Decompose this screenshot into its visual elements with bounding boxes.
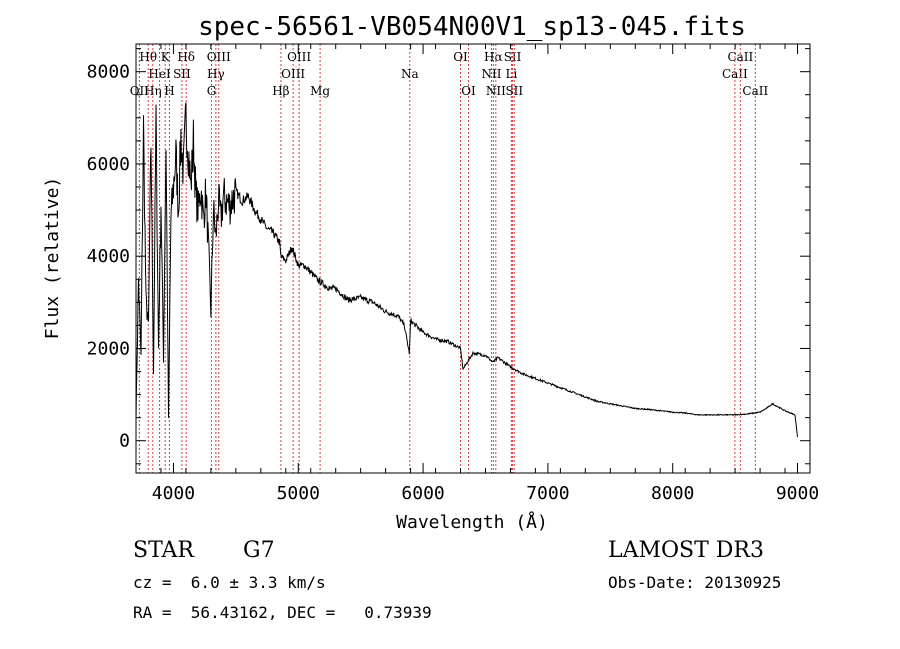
- line-marker-label: Hδ: [177, 50, 195, 64]
- plot-frame: [135, 43, 811, 474]
- line-marker-label: Hη: [144, 84, 162, 98]
- x-tick-label: 5000: [277, 483, 320, 504]
- line-marker-label: Hγ: [207, 67, 225, 81]
- y-tick-label: 0: [119, 431, 130, 452]
- coordinates-label: RA = 56.43162, DEC = 0.73939: [133, 603, 432, 622]
- object-class: STAR: [133, 538, 194, 563]
- line-markers: Hθ Hη HeI K H SII Hδ G Hγ OIII Hβ OIII OIII Mg Na OI OI N…: [130, 44, 768, 473]
- spectrum-series: [135, 102, 798, 438]
- y-tick-label: 4000: [87, 246, 130, 267]
- line-marker-label: NII: [486, 84, 506, 98]
- line-marker-label: NII: [481, 67, 501, 81]
- survey-label: LAMOST DR3: [608, 538, 764, 563]
- x-tick-label: 6000: [401, 483, 444, 504]
- line-marker-label: Hβ: [272, 84, 289, 98]
- obs-date-label: Obs-Date: 20130925: [608, 573, 782, 592]
- x-axis: 4000 5000 6000 7000 8000 9000: [135, 44, 819, 504]
- spectrum-line: [135, 102, 798, 438]
- line-marker-label: OIII: [287, 50, 311, 64]
- line-marker-label: HeI: [148, 67, 171, 81]
- line-marker-label: K: [161, 50, 171, 64]
- line-marker-label: G: [207, 84, 217, 98]
- line-marker-label: OIII: [207, 50, 231, 64]
- redshift-label: cz = 6.0 ± 3.3 km/s: [133, 573, 326, 592]
- line-marker-label: SII: [505, 84, 523, 98]
- line-marker-label: H: [164, 84, 174, 98]
- line-marker-label: Hα: [484, 50, 503, 64]
- y-tick-label: 6000: [87, 154, 130, 175]
- plot-frame-rect: [135, 43, 811, 474]
- x-axis-label: Wavelength (Å): [396, 511, 548, 533]
- line-marker-label: CaII: [727, 50, 753, 64]
- line-marker-label: OII: [130, 84, 150, 98]
- y-axis: 0 2000 4000 6000 8000: [87, 48, 810, 465]
- line-marker-label: Hθ: [139, 50, 157, 64]
- chart-title: spec-56561-VB054N00V1_sp13-045.fits: [198, 12, 746, 42]
- line-marker-label: Li: [506, 67, 518, 81]
- x-tick-label: 9000: [776, 483, 819, 504]
- y-tick-label: 8000: [87, 62, 130, 83]
- line-marker-label: CaII: [742, 84, 768, 98]
- line-marker-label: SII: [504, 50, 522, 64]
- line-marker-label: CaII: [722, 67, 748, 81]
- line-marker-label: Mg: [310, 84, 330, 98]
- x-tick-label: 4000: [152, 483, 195, 504]
- line-marker-label: OI: [461, 84, 476, 98]
- object-subclass: G7: [243, 538, 275, 563]
- line-marker-label: OIII: [281, 67, 305, 81]
- y-axis-label: Flux (relative): [42, 177, 63, 340]
- y-tick-label: 2000: [87, 338, 130, 359]
- line-marker-label: SII: [173, 67, 191, 81]
- line-marker-label: Na: [401, 67, 419, 81]
- x-tick-label: 8000: [651, 483, 694, 504]
- x-tick-label: 7000: [526, 483, 569, 504]
- line-marker-label: OI: [453, 50, 468, 64]
